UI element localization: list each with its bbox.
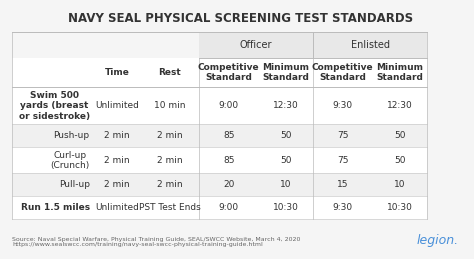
Text: Minimum
Standard: Minimum Standard [262, 63, 309, 82]
Text: 10:30: 10:30 [387, 203, 412, 212]
Text: 10:30: 10:30 [273, 203, 299, 212]
Text: Source: Naval Special Warfare, Physical Training Guide, SEAL/SWCC Website, March: Source: Naval Special Warfare, Physical … [12, 236, 301, 247]
Text: legion.: legion. [417, 234, 459, 247]
Text: Push-up: Push-up [54, 131, 90, 140]
Text: Minimum
Standard: Minimum Standard [376, 63, 423, 82]
Text: 9:30: 9:30 [333, 101, 353, 110]
Text: Pull-up: Pull-up [59, 180, 90, 189]
Text: PST Test Ends: PST Test Ends [139, 203, 201, 212]
FancyBboxPatch shape [12, 32, 199, 58]
Text: 2 min: 2 min [157, 180, 182, 189]
Text: 9:00: 9:00 [219, 203, 239, 212]
Text: 9:00: 9:00 [219, 101, 239, 110]
Text: Enlisted: Enlisted [350, 40, 390, 50]
FancyBboxPatch shape [313, 32, 427, 58]
Text: 85: 85 [223, 156, 235, 165]
Text: Officer: Officer [240, 40, 273, 50]
Text: 75: 75 [337, 131, 348, 140]
Text: 10: 10 [394, 180, 405, 189]
Text: Swim 500
yards (breast
or sidestroke): Swim 500 yards (breast or sidestroke) [18, 91, 90, 121]
FancyBboxPatch shape [199, 32, 313, 58]
Text: 12:30: 12:30 [273, 101, 299, 110]
Text: 75: 75 [337, 156, 348, 165]
Text: Unlimited: Unlimited [95, 203, 139, 212]
Text: NAVY SEAL PHYSICAL SCREENING TEST STANDARDS: NAVY SEAL PHYSICAL SCREENING TEST STANDA… [68, 12, 413, 25]
Text: 9:30: 9:30 [333, 203, 353, 212]
FancyBboxPatch shape [12, 196, 427, 219]
Text: Time: Time [105, 68, 129, 77]
Text: 50: 50 [394, 156, 405, 165]
Text: 2 min: 2 min [157, 131, 182, 140]
Text: Competitive
Standard: Competitive Standard [312, 63, 374, 82]
FancyBboxPatch shape [12, 124, 427, 147]
Text: 2 min: 2 min [104, 180, 130, 189]
Text: 10 min: 10 min [154, 101, 185, 110]
Text: 2 min: 2 min [157, 156, 182, 165]
Text: 50: 50 [280, 156, 292, 165]
FancyBboxPatch shape [12, 147, 427, 173]
Text: 10: 10 [280, 180, 292, 189]
Text: Run 1.5 miles: Run 1.5 miles [20, 203, 90, 212]
Text: Rest: Rest [158, 68, 181, 77]
Text: 2 min: 2 min [104, 156, 130, 165]
FancyBboxPatch shape [12, 87, 427, 124]
Text: 15: 15 [337, 180, 348, 189]
Text: 12:30: 12:30 [387, 101, 412, 110]
Text: 50: 50 [394, 131, 405, 140]
Text: Unlimited: Unlimited [95, 101, 139, 110]
FancyBboxPatch shape [12, 173, 427, 196]
Text: 85: 85 [223, 131, 235, 140]
FancyBboxPatch shape [12, 58, 427, 87]
Text: Competitive
Standard: Competitive Standard [198, 63, 260, 82]
Text: 2 min: 2 min [104, 131, 130, 140]
Text: Curl-up
(Crunch): Curl-up (Crunch) [50, 150, 90, 170]
Text: 20: 20 [223, 180, 235, 189]
Text: 50: 50 [280, 131, 292, 140]
